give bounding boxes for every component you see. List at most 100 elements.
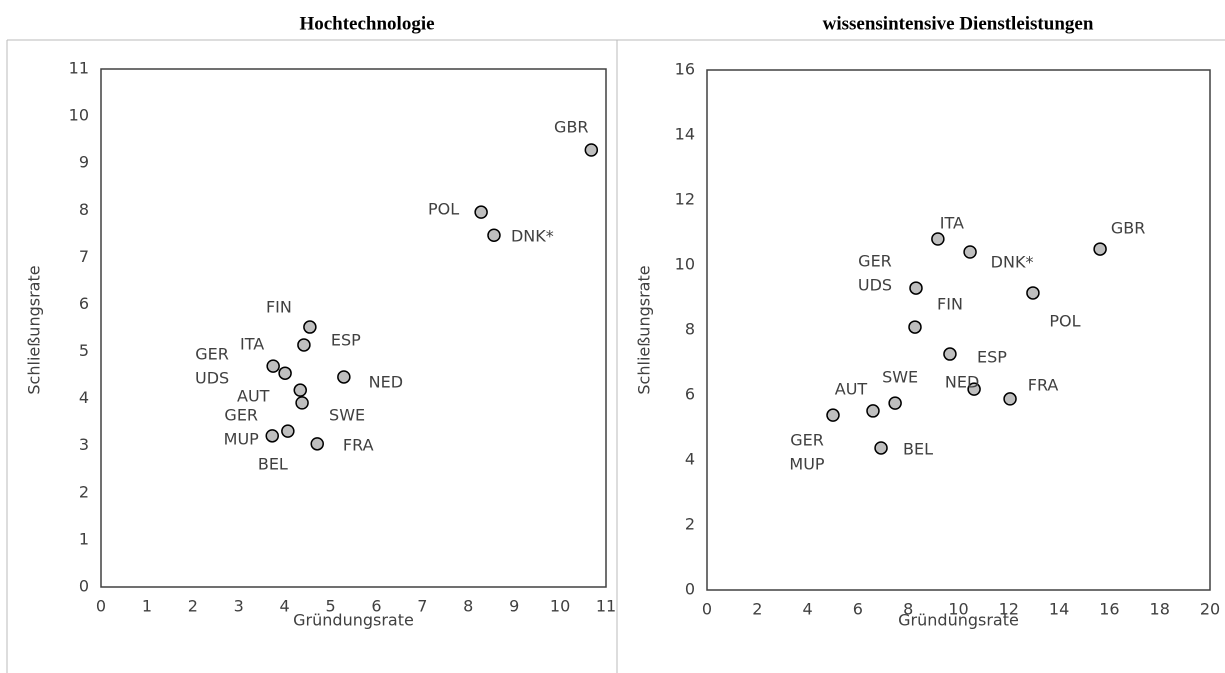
point <box>931 232 945 246</box>
point-label: FRA <box>1028 375 1059 394</box>
point-label: DNK* <box>991 253 1034 272</box>
point-label: NED <box>369 372 403 391</box>
y-tick-label: 9 <box>79 153 89 172</box>
y-tick-label: 8 <box>79 200 89 219</box>
y-axis-label: Schließungsrate <box>25 265 44 394</box>
point-label: GER <box>790 431 824 450</box>
point-label: ESP <box>977 348 1007 367</box>
point <box>943 347 957 361</box>
point-label: BEL <box>258 455 288 474</box>
point-label: ESP <box>331 330 361 349</box>
y-axis-label: Schließungsrate <box>635 265 654 394</box>
point <box>1026 286 1040 300</box>
point-label: BEL <box>903 439 933 458</box>
plot-frame <box>100 68 607 588</box>
point <box>293 383 307 397</box>
point <box>474 205 488 219</box>
x-tick-label: 2 <box>752 600 762 619</box>
x-tick-label: 0 <box>96 597 106 616</box>
y-tick-label: 8 <box>685 320 695 339</box>
point-label: MUP <box>789 455 825 474</box>
point-label: GBR <box>1111 219 1146 238</box>
point <box>874 441 888 455</box>
point <box>866 404 880 418</box>
y-tick-label: 4 <box>79 388 89 407</box>
x-tick-label: 5 <box>325 597 335 616</box>
point <box>1003 392 1017 406</box>
chart-title: Hochtechnologie <box>299 13 434 34</box>
point-label: DNK* <box>511 227 554 246</box>
point-label: UDS <box>858 276 892 295</box>
point <box>908 320 922 334</box>
point <box>967 382 981 396</box>
x-tick-label: 4 <box>280 597 290 616</box>
point <box>909 281 923 295</box>
point <box>278 366 292 380</box>
point-label: GBR <box>554 117 589 136</box>
y-tick-label: 2 <box>79 482 89 501</box>
x-tick-label: 12 <box>999 600 1019 619</box>
x-tick-label: 18 <box>1150 600 1170 619</box>
y-tick-label: 4 <box>685 450 695 469</box>
x-tick-label: 1 <box>142 597 152 616</box>
point <box>963 245 977 259</box>
point-label: AUT <box>237 387 270 406</box>
x-tick-label: 11 <box>596 597 616 616</box>
x-tick-label: 2 <box>188 597 198 616</box>
x-tick-label: 4 <box>803 600 813 619</box>
point <box>584 143 599 157</box>
point-label: POL <box>428 200 459 219</box>
x-tick-label: 6 <box>853 600 863 619</box>
y-tick-label: 10 <box>675 255 695 274</box>
x-tick-label: 8 <box>463 597 473 616</box>
x-tick-label: 8 <box>903 600 913 619</box>
point <box>295 396 309 410</box>
point <box>265 429 279 443</box>
point-label: AUT <box>835 379 868 398</box>
x-tick-label: 7 <box>417 597 427 616</box>
point <box>826 408 840 422</box>
point <box>1093 242 1107 256</box>
y-tick-label: 10 <box>69 106 89 125</box>
point-label: NED <box>945 373 979 392</box>
point <box>297 338 311 352</box>
chart-title: wissensintensive Dienstleistungen <box>823 13 1094 34</box>
point-label: ITA <box>240 335 264 354</box>
y-tick-label: 0 <box>79 577 89 596</box>
point <box>281 424 295 438</box>
point-label: FIN <box>266 298 292 317</box>
point-label: GER <box>224 405 258 424</box>
x-tick-label: 6 <box>371 597 381 616</box>
y-tick-label: 6 <box>685 385 695 404</box>
point-label: SWE <box>329 405 365 424</box>
y-tick-label: 5 <box>79 341 89 360</box>
x-tick-label: 14 <box>1049 600 1069 619</box>
plot-frame <box>706 69 1211 591</box>
y-tick-label: 2 <box>685 515 695 534</box>
point-label: ITA <box>940 214 964 233</box>
point-label: MUP <box>224 429 260 448</box>
y-tick-label: 12 <box>675 190 695 209</box>
point <box>310 437 324 451</box>
point-label: UDS <box>195 369 229 388</box>
x-tick-label: 16 <box>1099 600 1119 619</box>
x-tick-label: 10 <box>948 600 968 619</box>
y-tick-label: 14 <box>675 125 695 144</box>
y-tick-label: 6 <box>79 294 89 313</box>
y-tick-label: 7 <box>79 247 89 266</box>
point <box>337 370 351 384</box>
y-tick-label: 11 <box>69 59 89 78</box>
x-tick-label: 3 <box>234 597 244 616</box>
x-axis-label: Gründungsrate <box>293 611 414 630</box>
point-label: POL <box>1049 311 1080 330</box>
point <box>303 320 317 334</box>
x-tick-label: 9 <box>509 597 519 616</box>
point-label: FIN <box>937 295 963 314</box>
x-tick-label: 10 <box>550 597 570 616</box>
x-tick-label: 0 <box>702 600 712 619</box>
point-label: GER <box>195 345 229 364</box>
point-label: GER <box>858 252 892 271</box>
x-axis-label: Gründungsrate <box>898 611 1019 630</box>
